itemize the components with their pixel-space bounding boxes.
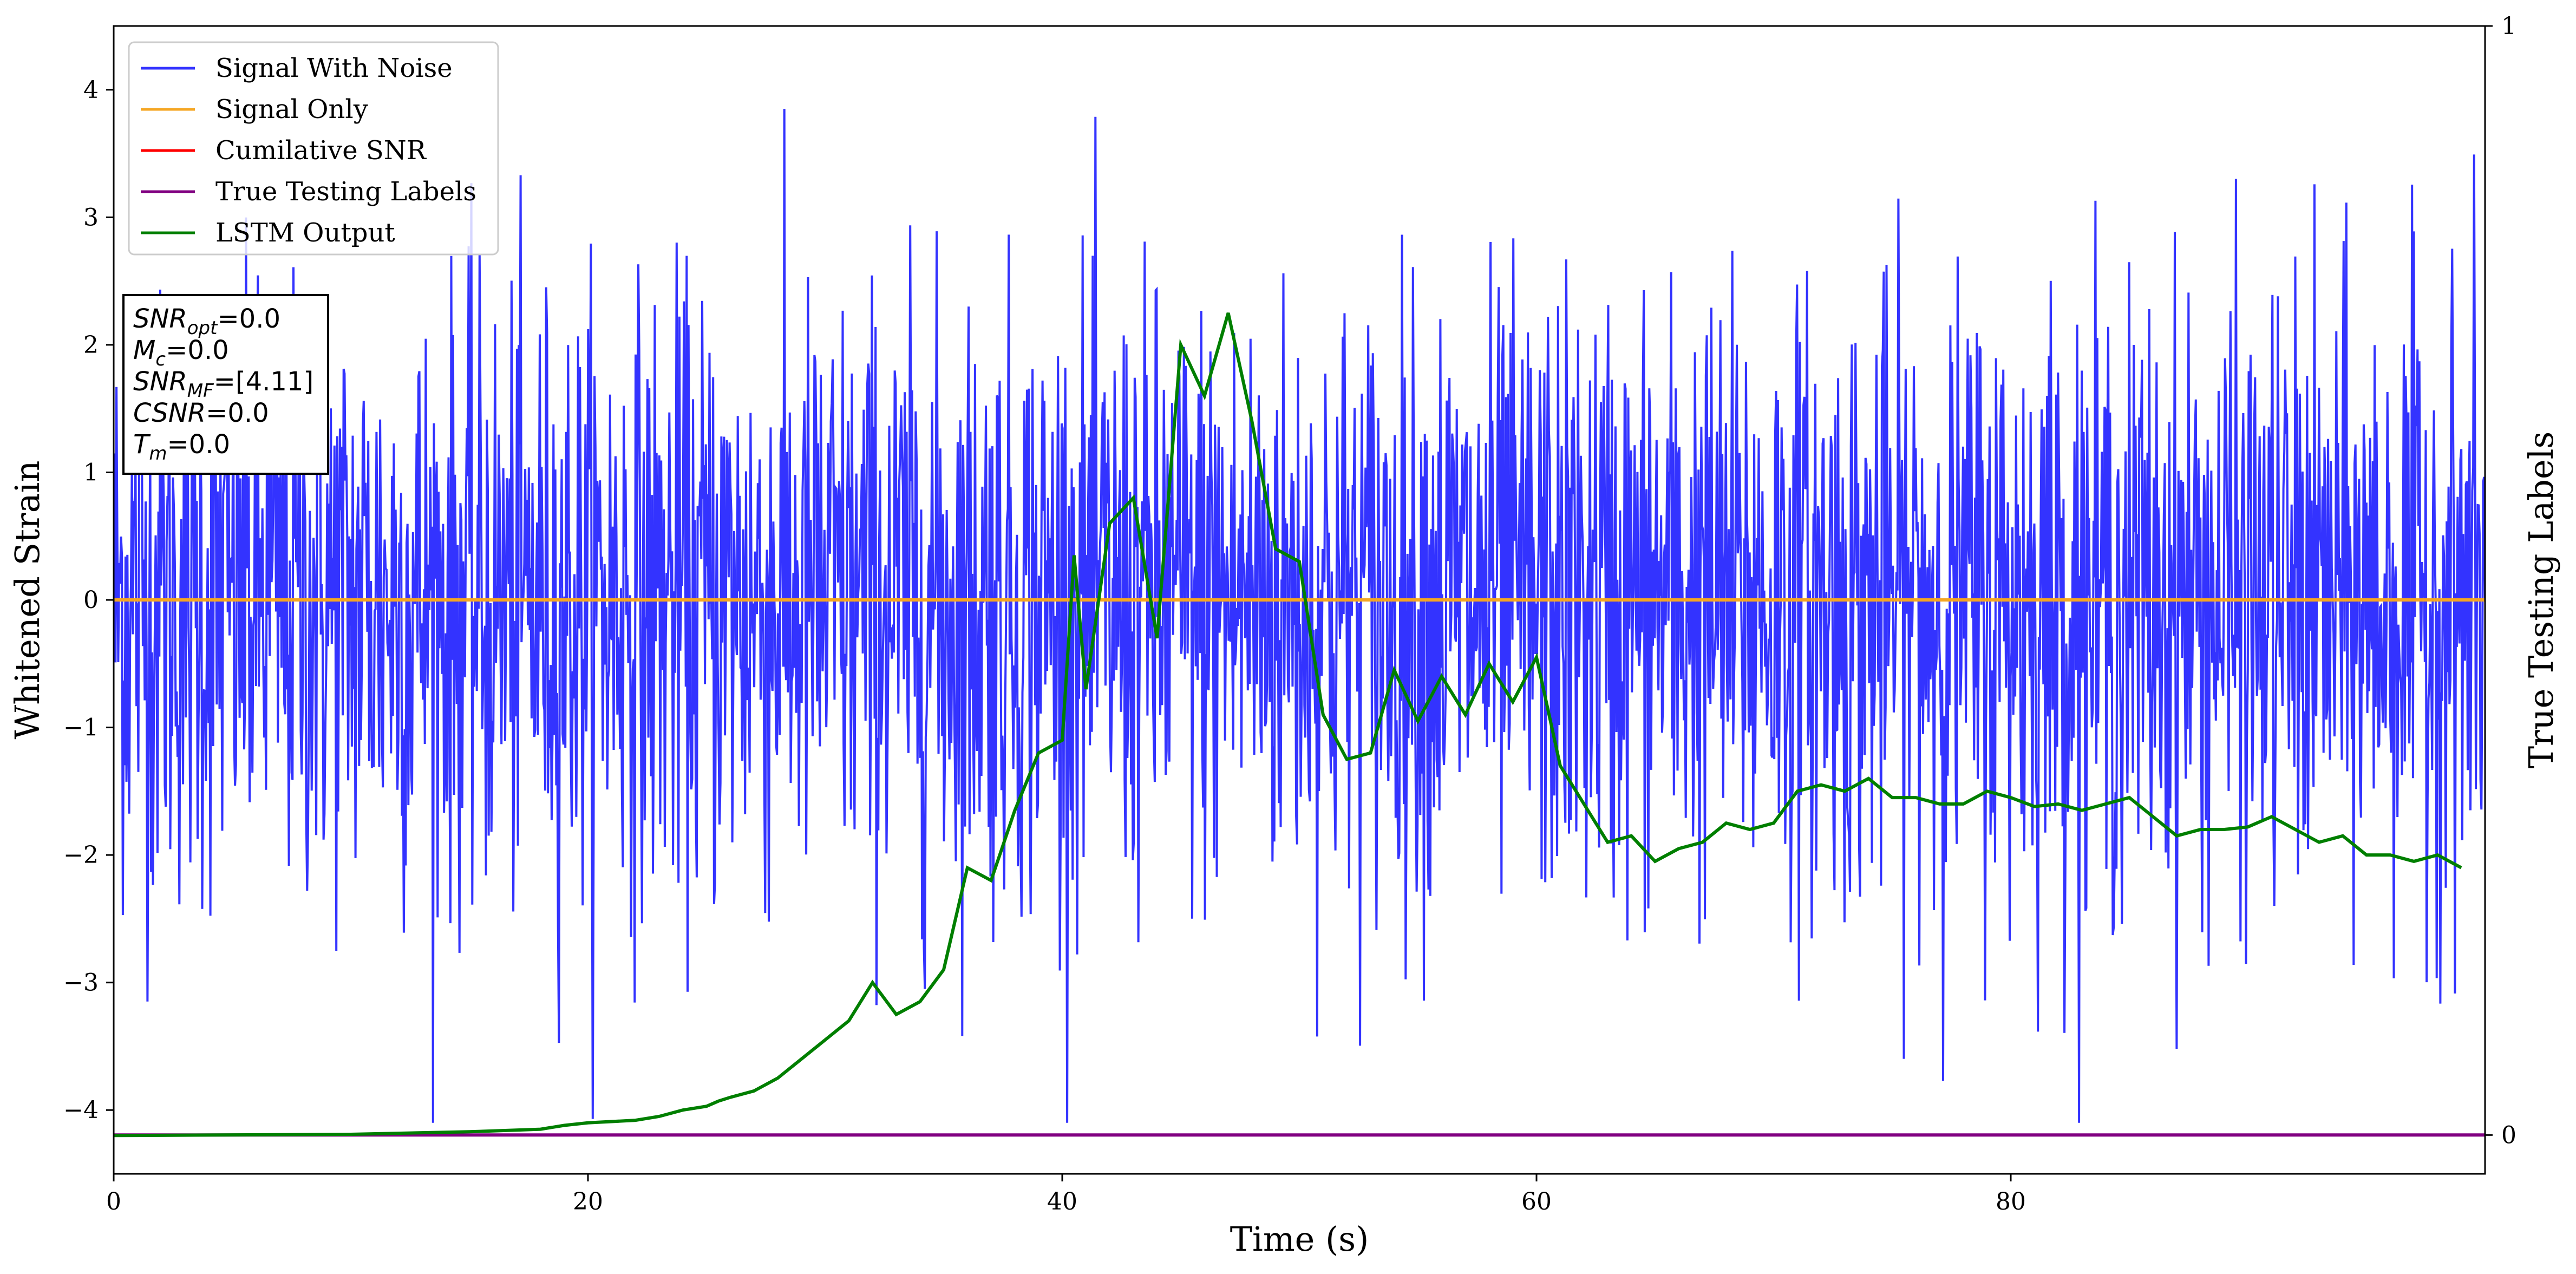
x-tick-label: 40 [1047,1188,1077,1216]
legend-label: Cumilative SNR [215,135,427,166]
y-tick-label: −2 [63,841,99,869]
x-tick-label: 80 [1996,1188,2026,1216]
info-line: Tm=0.0 [133,429,230,465]
plot-area [114,109,2485,1138]
legend-label: LSTM Output [215,218,395,248]
info-sub: MF [187,380,214,402]
info-value: =0.0 [166,335,229,365]
info-var: CSNR [133,398,206,428]
info-box: SNRopt=0.0Mc=0.0SNRMF=[4.11]CSNR=0.0Tm=0… [122,294,329,475]
y-axis-title: Whitened Strain [8,461,47,740]
series-lstm-output [114,312,2462,1138]
info-box-frame [122,294,329,475]
legend-box [128,41,499,256]
info-line: SNRopt=0.0 [133,304,280,339]
info-line: SNRMF=[4.11] [133,367,313,402]
y2-axis-title: True Testing Labels [2521,432,2561,769]
x-tick-label: 20 [573,1188,603,1216]
info-value: =0.0 [206,398,269,428]
y-tick-label: −4 [63,1096,99,1124]
y2-tick-label: 0 [2501,1121,2516,1149]
info-value: =0.0 [217,304,280,334]
info-value: =0.0 [167,429,230,460]
y-tick-label: 4 [83,76,99,104]
y-tick-label: 0 [83,586,99,614]
legend-label: True Testing Labels [215,177,476,207]
info-var: T [133,429,151,460]
x-tick-label: 60 [1521,1188,1552,1216]
series-signal-with-noise [114,109,2485,1123]
y-tick-label: −1 [63,714,99,742]
info-sub: opt [187,317,218,339]
info-var: M [133,335,155,365]
y-tick-label: 1 [83,459,99,486]
x-axis-title: Time (s) [1230,1219,1369,1259]
info-var: SNR [133,304,187,334]
info-line: Mc=0.0 [133,335,229,370]
info-var: SNR [133,367,187,397]
y-tick-label: −3 [63,969,99,997]
info-line: CSNR=0.0 [133,398,269,428]
info-sub: m [149,443,167,465]
x-tick-label: 0 [106,1188,121,1216]
info-sub: c [155,349,166,370]
y2-tick-label: 1 [2501,12,2516,40]
legend: Signal With Noise Signal Only Cumilative S… [128,41,499,256]
legend-label: Signal With Noise [215,53,453,83]
info-value: =[4.11] [214,367,314,397]
y-tick-label: 2 [83,331,99,359]
y-tick-label: 3 [83,204,99,231]
legend-label: Signal Only [215,94,368,125]
